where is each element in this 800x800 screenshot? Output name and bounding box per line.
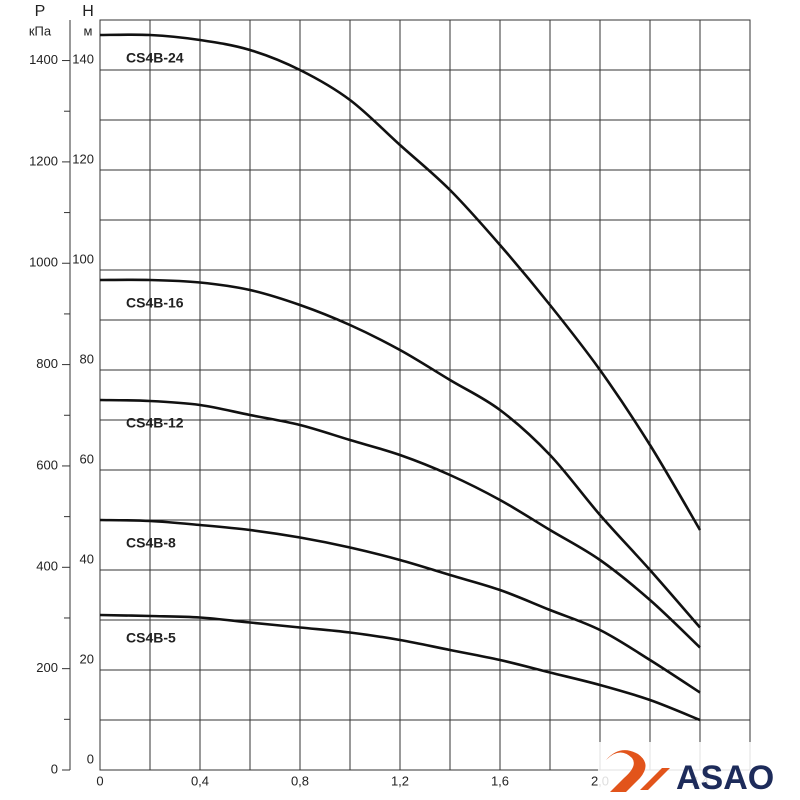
y2-tick-label: 200 <box>36 660 58 675</box>
y2-tick-label: 1000 <box>29 255 58 270</box>
series-label: CS4B-8 <box>126 535 176 551</box>
y2-axis-label: P <box>35 3 46 20</box>
curve <box>99 33 702 531</box>
curve <box>99 518 701 694</box>
y-tick-label: 100 <box>72 251 94 266</box>
y-tick-label: 20 <box>80 651 94 666</box>
series-label: CS4B-24 <box>126 50 184 66</box>
x-tick-label: 0,8 <box>291 773 309 788</box>
x-tick-label: 1,6 <box>491 773 509 788</box>
y2-tick-label: 1200 <box>29 153 58 168</box>
curve <box>99 613 701 722</box>
plot-frame <box>99 19 751 771</box>
y2-tick-label: 600 <box>36 457 58 472</box>
series-label: CS4B-12 <box>126 415 184 431</box>
y-tick-label: 120 <box>72 151 94 166</box>
y-tick-label: 60 <box>80 451 94 466</box>
y-axis-unit: м <box>84 23 93 38</box>
series-label: CS4B-5 <box>126 630 176 646</box>
y2-tick-label: 0 <box>51 761 58 776</box>
y2-tick-label: 1400 <box>29 52 58 67</box>
logo: ASAO <box>598 742 800 800</box>
y2-tick-label: 800 <box>36 356 58 371</box>
y-tick-label: 80 <box>80 351 94 366</box>
series-label: CS4B-16 <box>126 295 184 311</box>
y2-axis-unit: кПа <box>29 23 52 38</box>
x-tick-label: 1,2 <box>391 773 409 788</box>
curve <box>99 398 701 649</box>
y-tick-label: 140 <box>72 51 94 66</box>
x-tick-label: 0 <box>96 773 103 788</box>
y-tick-label: 0 <box>87 751 94 766</box>
curve <box>99 278 701 629</box>
logo-text: ASAO <box>676 759 774 797</box>
x-tick-label: 0,4 <box>191 773 209 788</box>
y-tick-label: 40 <box>80 551 94 566</box>
logo-mark-2 <box>640 768 670 790</box>
y-axis-label: H <box>82 3 94 20</box>
logo-mark <box>606 750 646 792</box>
y2-tick-label: 400 <box>36 559 58 574</box>
